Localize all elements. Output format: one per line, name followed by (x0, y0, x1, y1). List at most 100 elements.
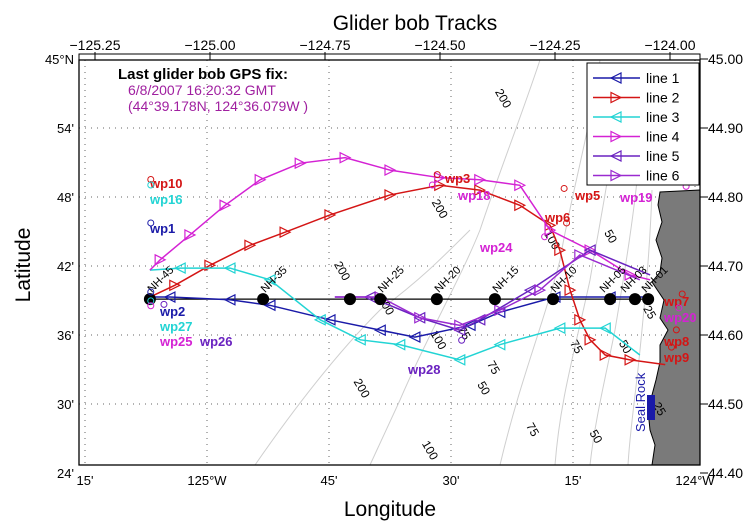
y-tick-label-left: 42' (57, 259, 74, 274)
legend-marker (610, 91, 623, 104)
track-point (263, 273, 276, 286)
track-point (584, 333, 597, 346)
station-dot (343, 293, 356, 306)
track-point (279, 226, 292, 239)
track-point (414, 311, 427, 324)
track-point (534, 284, 547, 297)
waypoint-marker (541, 233, 549, 241)
seal-rock-markers (647, 395, 655, 420)
track-point (294, 157, 307, 170)
track-point (163, 291, 176, 304)
track-point (373, 324, 386, 337)
waypoint-marker (672, 326, 680, 334)
track-point (169, 279, 182, 292)
waypoint-marker (667, 343, 675, 351)
waypoint-label: wp24 (479, 240, 513, 255)
contour-label: 200 (492, 86, 514, 111)
y-tick-label-left: 30' (57, 397, 74, 412)
track-point (554, 244, 567, 257)
x-axis-label: Longitude (344, 498, 436, 521)
waypoint-label: wp8 (663, 334, 689, 349)
track-point (474, 184, 487, 197)
track-line-3 (149, 262, 641, 366)
contour-label: 50 (601, 227, 620, 246)
x-tick-label-bottom: 124°W (675, 473, 715, 488)
track-line (149, 156, 651, 281)
legend-marker (610, 130, 623, 143)
chart-title: Glider bob Tracks (333, 12, 498, 35)
station-label: NH-25 (376, 264, 407, 295)
waypoint-marker (428, 181, 436, 189)
track-point (384, 164, 397, 177)
x-tick-label-bottom: 45' (321, 473, 338, 488)
contour-label: 200 (429, 197, 451, 222)
track-line (149, 184, 666, 366)
contour-label: 100 (419, 438, 441, 463)
legend-label: line 3 (646, 109, 680, 125)
y-tick-label-right: 44.90 (708, 120, 743, 136)
y-tick-label-right: 44.60 (708, 327, 743, 343)
track-point (339, 151, 352, 164)
waypoint-marker (458, 336, 466, 344)
waypoint-marker (160, 300, 168, 308)
track-point (514, 179, 527, 192)
station-label: NH-20 (432, 264, 463, 295)
contour-label: 200 (331, 259, 353, 284)
track-point (624, 268, 637, 281)
track-point (408, 331, 421, 344)
x-tick-label-top: −124.50 (415, 37, 466, 53)
waypoint-marker (147, 297, 155, 305)
track-point (313, 313, 326, 326)
track-line (149, 296, 651, 338)
station-dot (628, 293, 641, 306)
legend-marker (609, 150, 622, 162)
track-point (223, 293, 236, 306)
waypoint-marker (147, 288, 155, 296)
y-tick-label-left: 48' (57, 190, 74, 205)
gps-fix-annotation: Last glider bob GPS fix: 6/8/2007 16:20:… (118, 66, 308, 114)
waypoint-marker (560, 184, 568, 192)
track-point (434, 179, 447, 192)
station-dot (430, 293, 443, 306)
track-point (598, 322, 611, 335)
gps-fix-position: (44°39.178N, 124°36.079W ) (128, 98, 308, 114)
legend-marker (609, 72, 622, 84)
station-dot (546, 293, 559, 306)
waypoint-label: wp26 (199, 334, 233, 349)
waypoint-label: wp7 (663, 294, 689, 309)
y-tick-label-right: 44.80 (708, 189, 743, 205)
track-point (223, 262, 236, 275)
waypoint-label: wp27 (159, 319, 193, 334)
seal-rock-label: Seal Rock (633, 372, 648, 432)
waypoint-label: wp1 (149, 221, 175, 236)
legend-marker (609, 111, 622, 123)
track-point (454, 319, 467, 332)
track-point (384, 188, 397, 201)
y-axis-label: Latitude (12, 228, 35, 303)
legend-label: line 2 (646, 90, 680, 106)
waypoint-label: wp6 (544, 210, 570, 225)
station-dot (257, 293, 270, 306)
track-point (574, 313, 587, 326)
x-tick-label-bottom: 125°W (187, 473, 227, 488)
track-point (453, 353, 466, 366)
station-dot (374, 293, 387, 306)
track-point (219, 199, 232, 212)
contour-label: 50 (616, 338, 635, 357)
track-point (254, 173, 267, 186)
contour-label: 50 (474, 379, 493, 398)
gps-fix-time: 6/8/2007 16:20:32 GMT (128, 82, 276, 98)
station-dot (143, 293, 156, 306)
axis-ticks: 15' 125°W 45' 30' 15' 124°W −125.25 −125.00 −124… (45, 37, 743, 488)
track-point (544, 224, 557, 237)
track-line-4 (149, 151, 651, 281)
legend: line 1 line 2 line 3 line 4 line 5 line 6 (586, 62, 700, 186)
track-line (334, 254, 641, 327)
legend-label: line 4 (646, 129, 680, 145)
y-tick-label-right: 44.40 (708, 465, 743, 481)
x-tick-label-top: −124.25 (530, 37, 581, 53)
x-tick-label-bottom: 15' (565, 473, 582, 488)
legend-label: line 5 (646, 148, 680, 164)
